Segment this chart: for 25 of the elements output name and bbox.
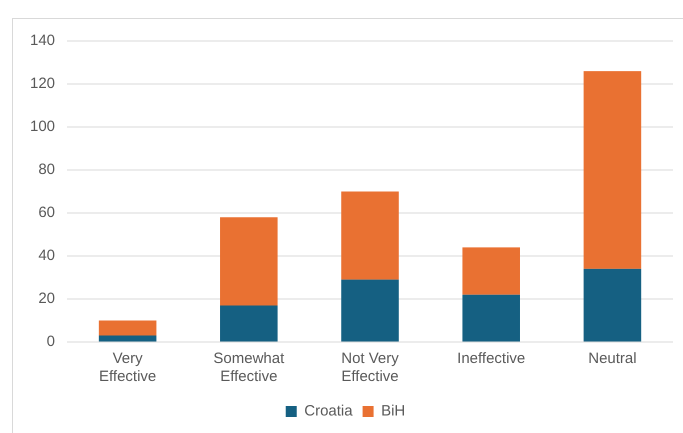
bar bbox=[462, 294, 520, 342]
bar bbox=[341, 280, 399, 342]
x-tick-label: Not Very Effective bbox=[341, 350, 400, 386]
legend-label: BiH bbox=[381, 402, 406, 420]
bar bbox=[98, 320, 156, 336]
y-tick-label: 120 bbox=[30, 75, 56, 92]
y-tick-label: 20 bbox=[38, 290, 56, 308]
x-tick-label: Ineffective bbox=[457, 350, 526, 368]
x-tick-label: Somewhat Effective bbox=[213, 350, 286, 386]
bar bbox=[98, 336, 156, 342]
y-tick-label: 60 bbox=[38, 204, 56, 222]
bar bbox=[220, 305, 278, 342]
legend-label: Croatia bbox=[304, 402, 354, 420]
y-tick-label: 100 bbox=[30, 118, 56, 136]
bar bbox=[584, 71, 642, 269]
y-tick-label: 80 bbox=[38, 161, 56, 178]
y-tick-label: 0 bbox=[46, 333, 56, 350]
y-tick-label: 140 bbox=[30, 32, 56, 50]
y-tick-label: 40 bbox=[38, 247, 56, 264]
x-tick-label: Neutral bbox=[588, 350, 637, 368]
bar bbox=[341, 192, 399, 280]
bar bbox=[462, 247, 520, 295]
bar bbox=[584, 268, 642, 342]
bar bbox=[220, 217, 278, 306]
x-tick-label: Very Effective bbox=[98, 350, 156, 386]
